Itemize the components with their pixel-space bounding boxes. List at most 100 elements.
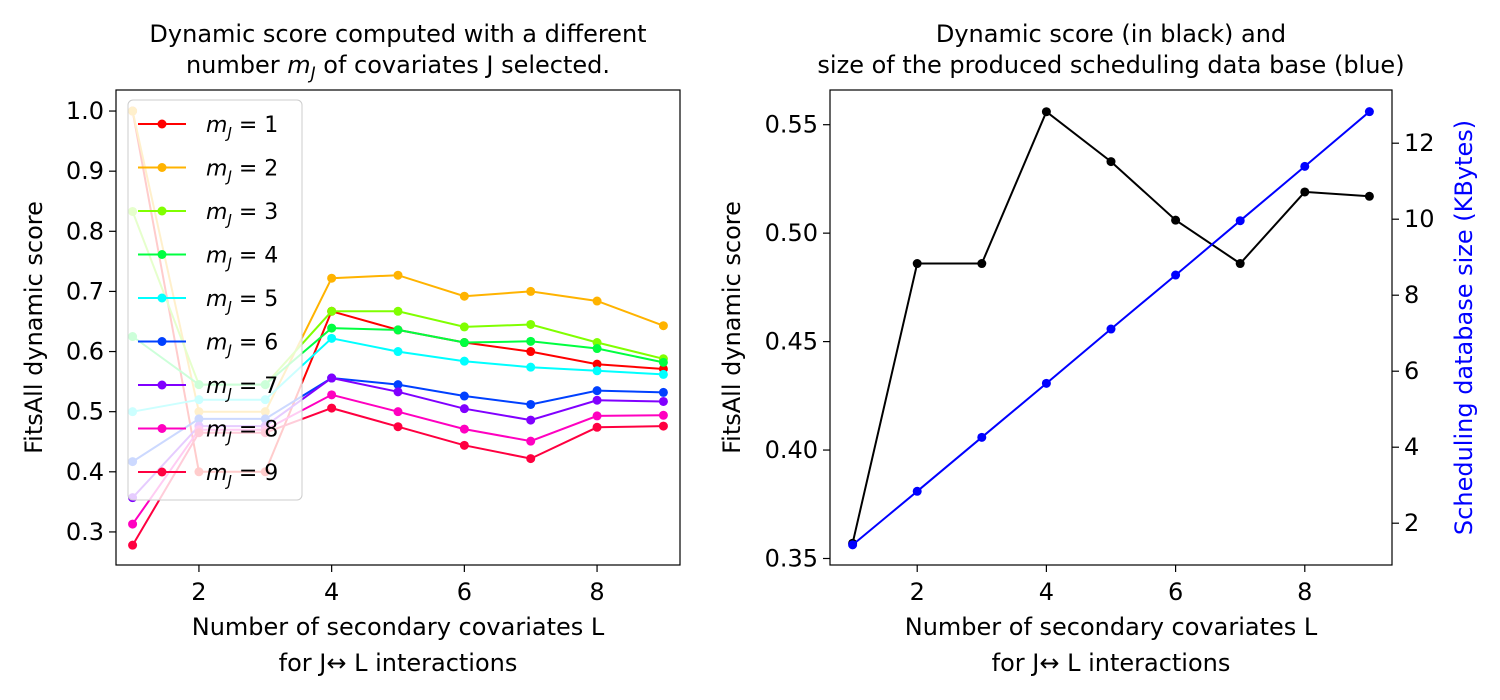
right-series-2-point (1364, 107, 1374, 117)
left-series-4-point (526, 336, 536, 346)
left-series-3-point (459, 322, 469, 332)
right-y2-tick-label: 8 (1404, 281, 1419, 309)
left-x-tick-label: 6 (457, 578, 472, 606)
left-series-7-point (327, 373, 337, 383)
left-y-tick-label: 0.5 (66, 398, 104, 426)
legend-box (127, 99, 303, 501)
left-series-7-point (592, 395, 602, 405)
right-y2-tick-label: 12 (1404, 129, 1435, 157)
left-series-8-point (459, 424, 469, 434)
legend: mJ​ = 1 mJ​ = 2 mJ​ = 3 mJ​ = 4 mJ​ = 5 mJ​ =… (127, 99, 303, 501)
left-series-8-point (526, 436, 536, 446)
left-series-4-point (592, 344, 602, 354)
right-y-axis-label: FitsAll dynamic score (718, 201, 746, 454)
legend-swatch-marker (157, 293, 167, 303)
right-series-2-point (848, 540, 858, 550)
left-series-5-point (658, 369, 668, 379)
left-y-tick-label: 0.7 (66, 277, 104, 305)
right-series-2-point (1106, 324, 1116, 334)
legend-entry-label: mJ​ = 4 (206, 244, 278, 273)
legend-swatch-marker (157, 424, 167, 433)
legend-entry-label: mJ​ = 5 (206, 287, 278, 316)
left-plot-frame (115, 89, 681, 566)
right-series-1-point (1235, 259, 1245, 269)
left-series-5-point (393, 347, 403, 357)
left-series-4-point (658, 357, 668, 367)
legend-entry-label: mJ​ = 9 (206, 461, 278, 490)
right-series-1-point (1300, 187, 1310, 197)
right-y2-tick-label: 10 (1404, 205, 1435, 233)
left-series-8-point (128, 519, 138, 529)
left-x-tick-label: 8 (589, 578, 604, 606)
right-x-tick-label: 6 (1168, 578, 1183, 606)
left-series-7-point (526, 415, 536, 425)
left-series-2-point (327, 273, 337, 283)
right-series-2-point (977, 432, 987, 442)
left-x-axis-label-line-1: Number of secondary covariates L (192, 613, 605, 641)
legend-entry-label: mJ​ = 8 (206, 418, 278, 447)
right-series-1-point (977, 259, 987, 269)
left-series-7-point (393, 387, 403, 397)
left-x-tick-label: 4 (324, 578, 339, 606)
right-series-1-point (1171, 215, 1181, 225)
left-y-tick-label: 0.8 (66, 217, 104, 245)
left-series-9-point (658, 421, 668, 431)
left-y-axis-label: FitsAll dynamic score (20, 201, 48, 454)
right-y2-tick-label: 4 (1404, 433, 1419, 461)
legend-swatch-marker (157, 467, 167, 477)
legend-swatch-marker (157, 206, 167, 216)
left-x-tick-label: 2 (191, 578, 206, 606)
left-series-9-point (592, 422, 602, 432)
right-chart: Dynamic score (in black) and size of the … (718, 20, 1478, 677)
right-series-1-point (1041, 107, 1051, 117)
legend-entry-label: mJ​ = 7 (206, 374, 278, 403)
right-series-2-point (1171, 270, 1181, 280)
left-series-2-point (592, 296, 602, 306)
right-y2-axis-label: Scheduling database size (KBytes) (1450, 120, 1478, 535)
right-y-tick-label: 0.35 (765, 544, 818, 572)
legend-swatch-marker (157, 250, 167, 259)
left-y-tick-label: 0.9 (66, 157, 104, 185)
right-chart-title-line-2: size of the produced scheduling data bas… (817, 51, 1404, 79)
left-series-8-point (327, 390, 337, 400)
right-series-1-point (912, 259, 922, 269)
left-series-4-point (327, 323, 337, 333)
right-y-tick-label: 0.40 (765, 436, 818, 464)
right-y2-tick-label: 6 (1404, 357, 1419, 385)
left-x-axis-label-line-2: for J↔ L interactions (279, 649, 518, 677)
right-plot-frame (829, 89, 1393, 566)
left-chart-title-line-2: number mJ​ of covariates J selected. (186, 51, 610, 84)
left-y-tick-label: 1.0 (66, 97, 104, 125)
right-x-axis-label-line-2: for J↔ L interactions (992, 649, 1231, 677)
left-y-tick-label: 0.3 (66, 518, 104, 546)
right-y2-tick-label: 2 (1404, 509, 1419, 537)
legend-entry-label: mJ​ = 1 (206, 113, 278, 142)
right-x-tick-label: 4 (1039, 578, 1054, 606)
left-series-6-point (393, 380, 403, 390)
left-series-4-point (393, 325, 403, 335)
left-series-5-point (327, 333, 337, 343)
right-x-tick-label: 8 (1297, 578, 1312, 606)
left-series-9-point (327, 403, 337, 413)
right-series-2-point (1300, 161, 1310, 171)
left-series-5-point (592, 366, 602, 376)
right-y-tick-label: 0.45 (765, 328, 818, 356)
left-series-3-point (393, 306, 403, 316)
right-series-1-point (1364, 191, 1374, 201)
left-series-6-point (592, 386, 602, 396)
legend-swatch-marker (157, 163, 167, 172)
legend-entry-label: mJ​ = 3 (206, 200, 278, 229)
right-x-tick-label: 2 (910, 578, 925, 606)
left-series-9-point (393, 422, 403, 432)
left-series-6-point (459, 391, 469, 401)
left-series-5-point (526, 362, 536, 372)
legend-entry-label: mJ​ = 2 (206, 157, 278, 186)
right-y-tick-label: 0.55 (765, 111, 818, 139)
left-series-1-point (526, 347, 536, 357)
left-series-3-point (327, 306, 337, 316)
left-chart: Dynamic score computed with a different n… (20, 20, 681, 677)
left-series-2-point (459, 291, 469, 301)
left-series-8-point (658, 410, 668, 420)
right-series-2-point (1041, 378, 1051, 388)
